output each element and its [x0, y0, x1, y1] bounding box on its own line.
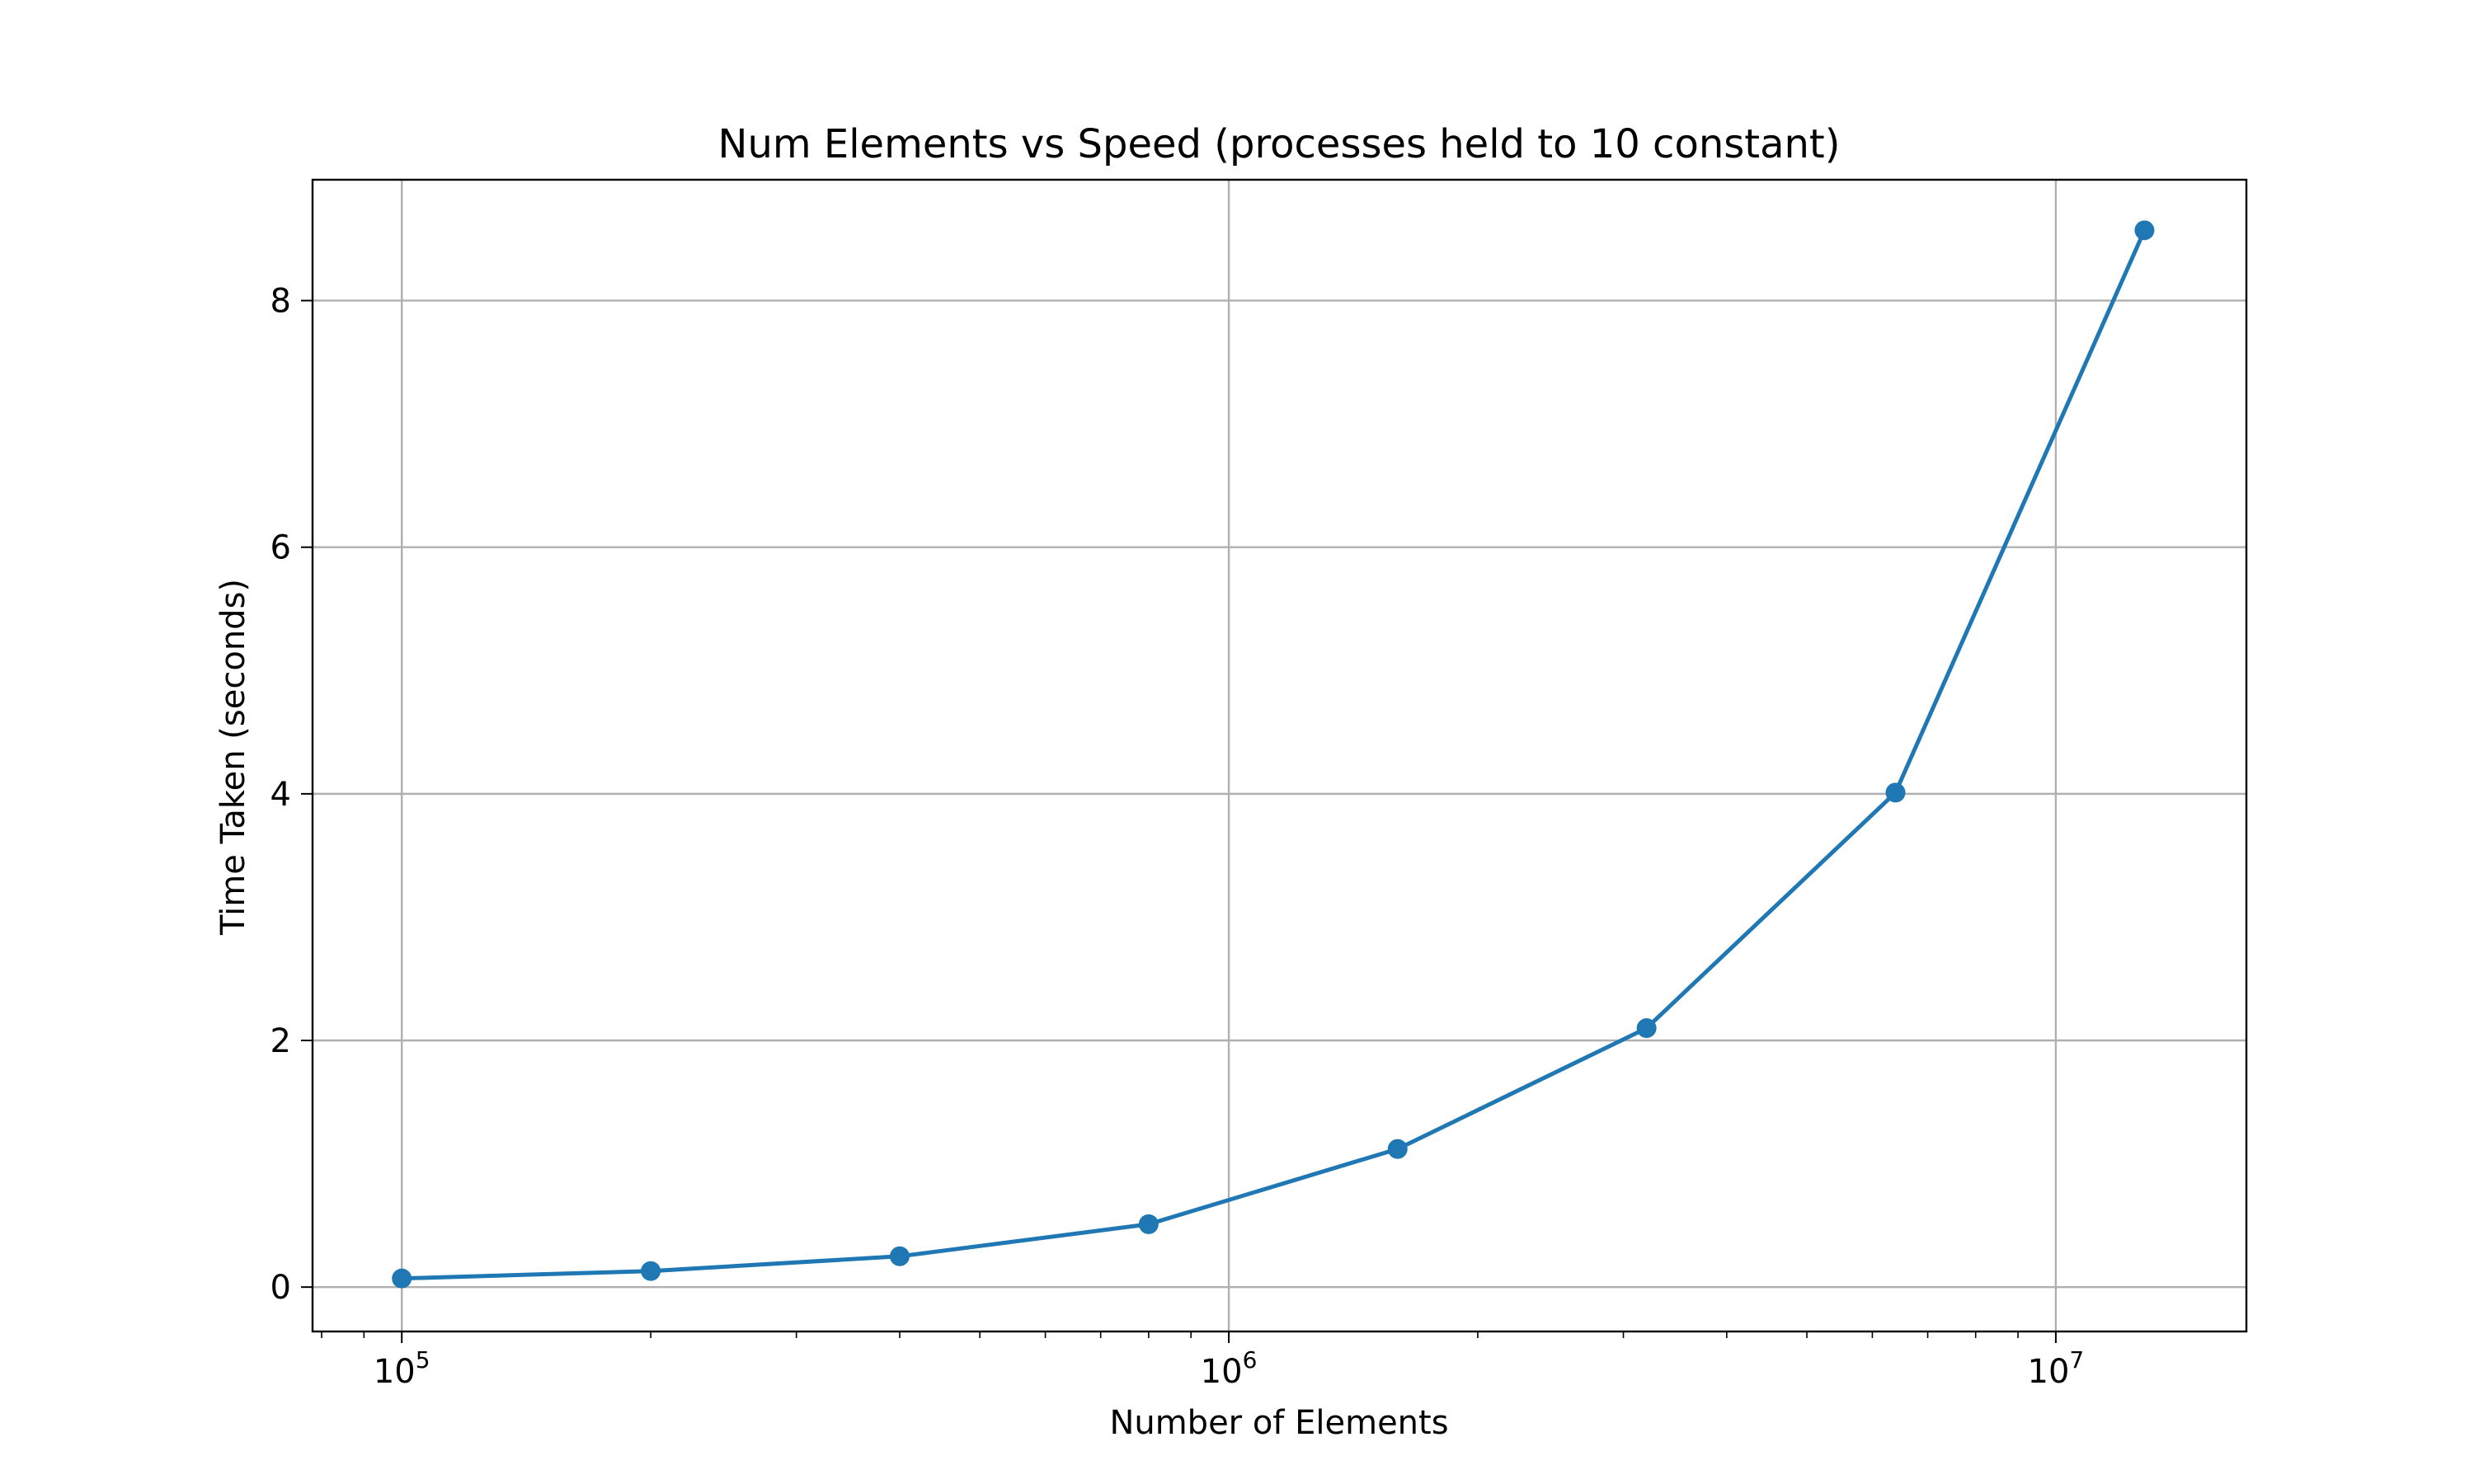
y-tick-label: 8	[270, 283, 291, 321]
data-point-marker	[641, 1261, 661, 1281]
data-point-marker	[1885, 782, 1906, 803]
y-axis-label: Time Taken (seconds)	[214, 579, 252, 936]
axes-frame	[311, 178, 2248, 1333]
series-line	[399, 228, 2147, 1281]
plot-area	[313, 180, 2246, 1331]
x-tick-label: 105	[374, 1346, 430, 1391]
data-point-marker	[1636, 1018, 1657, 1039]
data-point-marker	[1387, 1139, 1408, 1159]
x-tick-label: 106	[1201, 1346, 1258, 1391]
data-point-marker	[1138, 1214, 1159, 1234]
y-tick-label: 2	[270, 1022, 291, 1060]
x-axis-ticks: 105 106 107	[374, 1331, 2084, 1391]
data-series	[392, 220, 2155, 1289]
data-point-marker	[392, 1268, 412, 1289]
y-tick-label: 4	[270, 776, 291, 814]
chart-title: Num Elements vs Speed (processes held to…	[718, 121, 1841, 167]
y-tick-label: 6	[270, 529, 291, 567]
minor-ticks	[321, 1331, 2019, 1338]
x-axis-label: Number of Elements	[1109, 1404, 1448, 1442]
data-point-marker	[889, 1246, 910, 1266]
x-tick-label: 107	[2028, 1346, 2085, 1391]
data-point-marker	[2134, 220, 2155, 241]
y-tick-label: 0	[270, 1269, 291, 1307]
grid-lines	[313, 180, 2246, 1331]
y-axis-ticks: 0 2 4 6 8	[270, 283, 313, 1307]
